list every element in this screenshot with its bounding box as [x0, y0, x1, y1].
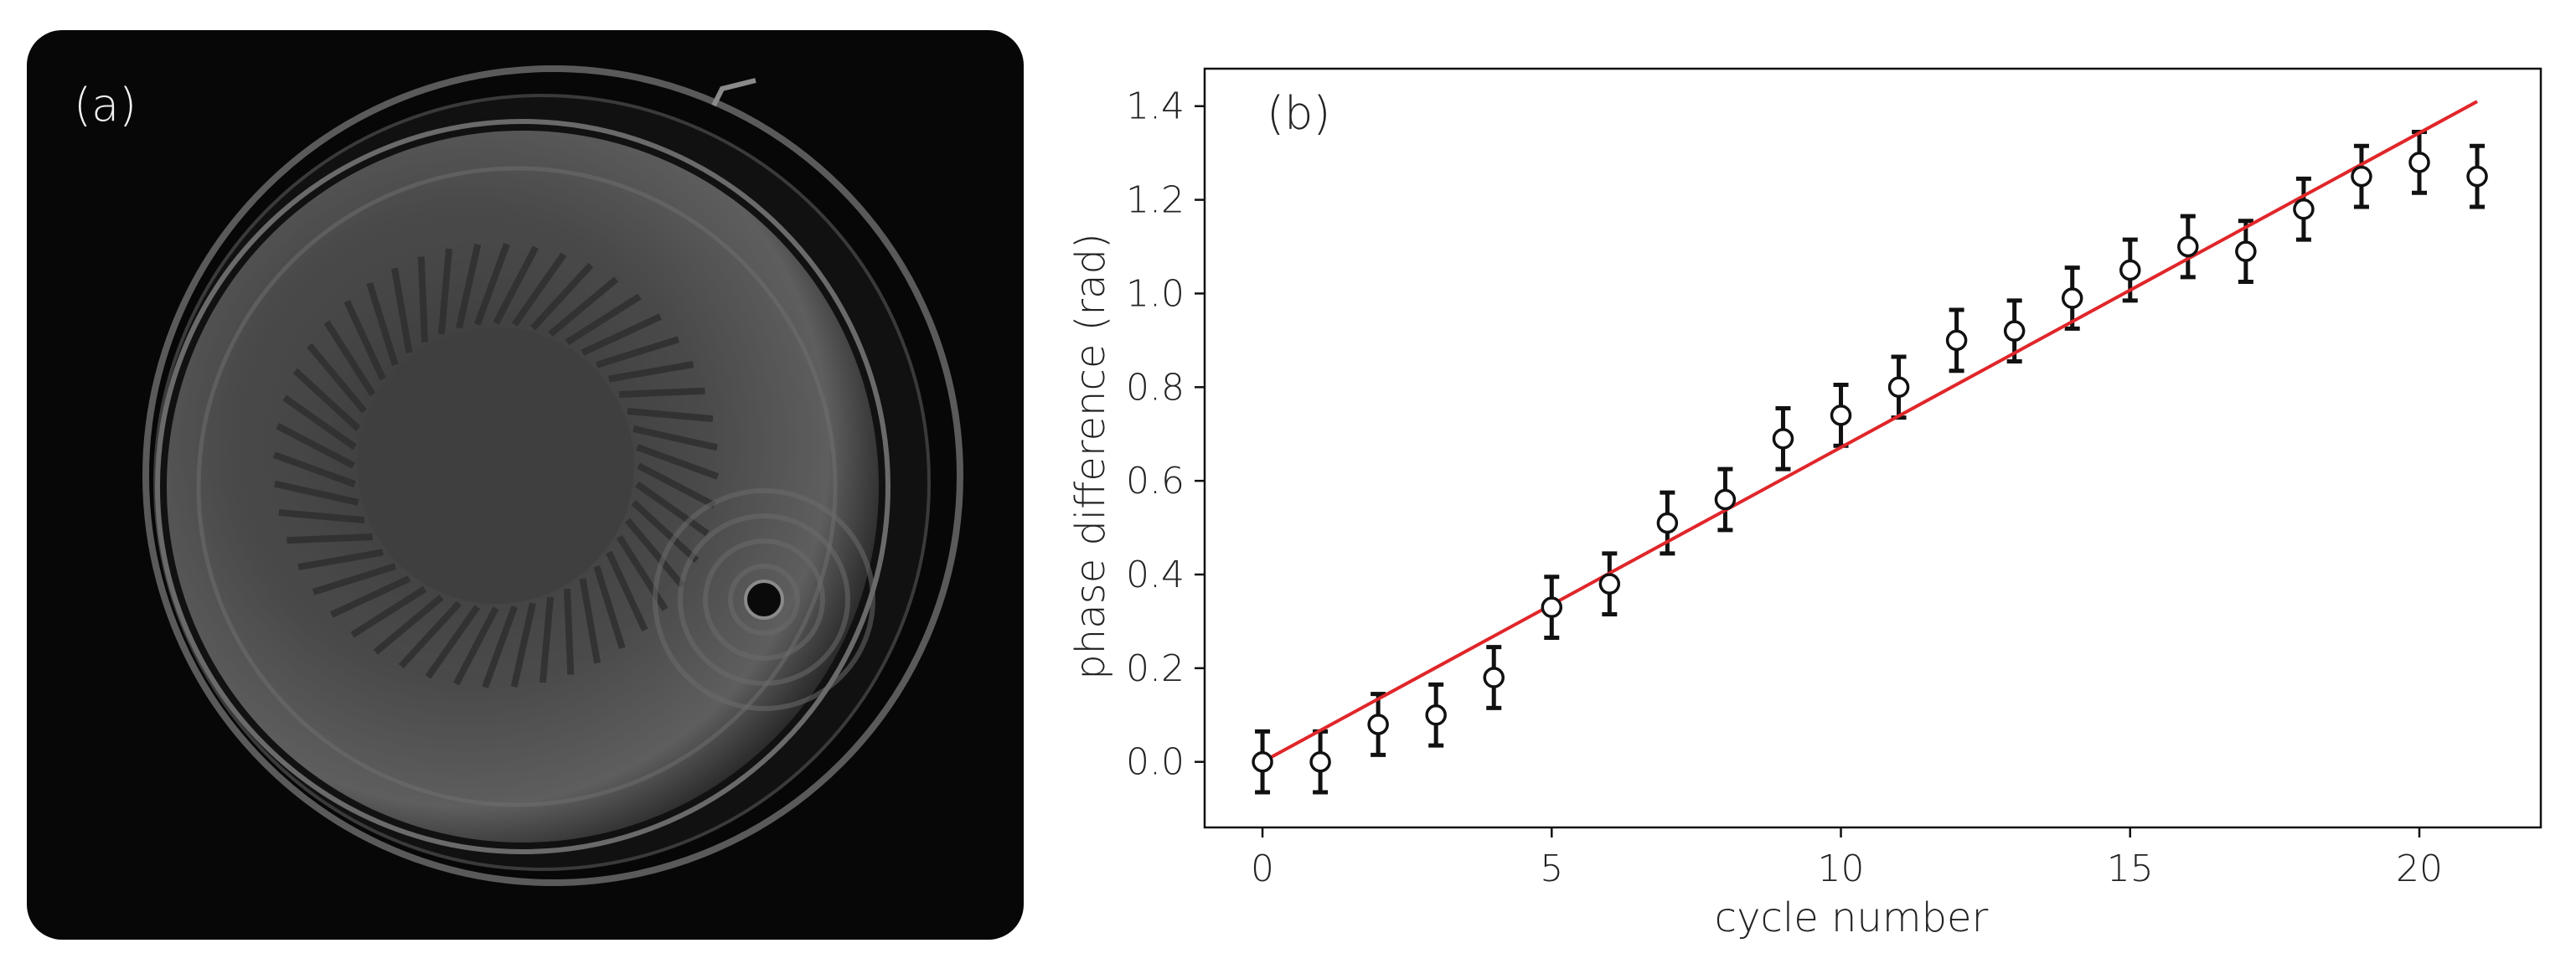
y-tick-label: 0.2	[1126, 647, 1185, 690]
data-point	[1656, 512, 1679, 534]
y-tick-label: 0.4	[1126, 554, 1185, 596]
data-point	[2061, 287, 2083, 309]
x-axis-title: cycle number	[1715, 894, 1989, 941]
data-point	[1425, 704, 1447, 726]
panel-b-label: (b)	[1267, 87, 1330, 140]
data-point	[2466, 165, 2488, 188]
data-point	[1598, 573, 1621, 595]
data-point	[1945, 329, 1968, 352]
data-point	[1541, 596, 1563, 618]
data-point	[1714, 488, 1737, 511]
y-tick-label: 0.8	[1126, 366, 1185, 409]
y-tick-label: 1.0	[1126, 272, 1185, 315]
data-point	[2293, 198, 2315, 220]
data-point	[2408, 152, 2430, 173]
vortex-spot	[744, 580, 784, 620]
phase-chart: 0 5 10 15 20 0.0 0.2 0.4 0.6 0.8 1.0 1.2 1.4 (b) cyc…	[1067, 67, 2542, 941]
x-tick-label: 20	[2396, 848, 2443, 890]
data-point	[2003, 320, 2026, 342]
data-point	[2351, 165, 2372, 188]
photo-panel: (a)	[27, 30, 1024, 940]
data-point	[1483, 667, 1505, 688]
fluid-cell-image	[142, 65, 963, 886]
x-tick-label: 15	[2107, 848, 2154, 890]
panel-a-label: (a)	[74, 79, 137, 131]
data-point	[2177, 235, 2199, 258]
data-point	[1830, 405, 1852, 426]
x-tick-label: 0	[1251, 848, 1274, 890]
data-point	[2235, 240, 2257, 262]
y-tick-label: 1.4	[1126, 85, 1185, 128]
data-point	[1252, 750, 1273, 773]
data-point	[1367, 714, 1389, 735]
y-tick-label: 0.0	[1126, 741, 1185, 784]
y-tick-label: 1.2	[1126, 179, 1185, 222]
data-point	[1309, 750, 1331, 773]
y-tick-label: 0.6	[1126, 460, 1185, 502]
data-point	[1887, 376, 1910, 399]
x-tick-label: 10	[1818, 848, 1865, 890]
x-tick-label: 5	[1540, 848, 1563, 890]
y-axis-title: phase difference (rad)	[1067, 233, 1114, 679]
data-point	[1772, 428, 1794, 450]
fit-line	[1262, 100, 2479, 764]
data-point	[2119, 259, 2141, 281]
spoke-pattern	[272, 242, 720, 689]
plot-frame	[1203, 67, 2542, 829]
